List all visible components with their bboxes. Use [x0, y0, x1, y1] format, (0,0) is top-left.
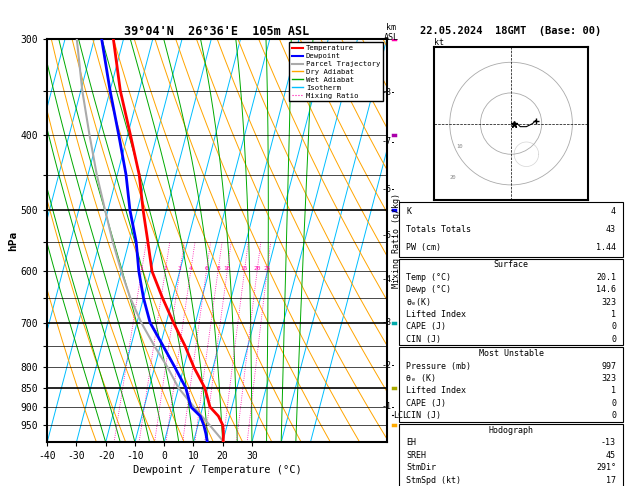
Legend: Temperature, Dewpoint, Parcel Trajectory, Dry Adiabat, Wet Adiabat, Isotherm, Mi: Temperature, Dewpoint, Parcel Trajectory…	[289, 42, 383, 102]
Text: CAPE (J): CAPE (J)	[406, 322, 446, 331]
Y-axis label: hPa: hPa	[8, 230, 18, 251]
Bar	[399, 259, 623, 346]
Text: StmSpd (kt): StmSpd (kt)	[406, 476, 461, 485]
Text: StmDir: StmDir	[406, 463, 436, 472]
Text: PW (cm): PW (cm)	[406, 243, 441, 252]
Text: 8: 8	[216, 266, 220, 271]
Text: Hodograph: Hodograph	[489, 426, 533, 435]
Text: 291°: 291°	[596, 463, 616, 472]
Text: 10: 10	[223, 266, 231, 271]
Text: K: K	[406, 207, 411, 216]
Text: 323: 323	[601, 374, 616, 383]
Text: EH: EH	[406, 438, 416, 448]
Text: 0: 0	[611, 399, 616, 408]
Text: Lifted Index: Lifted Index	[406, 310, 466, 319]
Text: km
ASL: km ASL	[384, 23, 398, 42]
Text: -5: -5	[381, 231, 391, 240]
Text: -6: -6	[381, 185, 391, 194]
Text: 3: 3	[178, 266, 182, 271]
Text: -2: -2	[381, 361, 391, 370]
Text: 4: 4	[189, 266, 192, 271]
Text: 20.1: 20.1	[596, 273, 616, 282]
Text: -4: -4	[381, 275, 391, 284]
Text: Mixing Ratio (g/kg): Mixing Ratio (g/kg)	[392, 193, 401, 288]
Text: 25: 25	[264, 266, 271, 271]
Text: 20: 20	[253, 266, 261, 271]
Text: CIN (J): CIN (J)	[406, 411, 441, 420]
Text: 1: 1	[140, 266, 143, 271]
Text: CIN (J): CIN (J)	[406, 335, 441, 344]
Text: 323: 323	[601, 297, 616, 307]
Text: 14.6: 14.6	[596, 285, 616, 294]
Text: -1: -1	[381, 402, 391, 412]
Text: Lifted Index: Lifted Index	[406, 386, 466, 396]
Text: -8: -8	[381, 88, 391, 97]
Text: θₑ(K): θₑ(K)	[406, 297, 431, 307]
Text: Dewp (°C): Dewp (°C)	[406, 285, 451, 294]
Text: 43: 43	[606, 225, 616, 234]
Text: θₑ (K): θₑ (K)	[406, 374, 436, 383]
Text: -13: -13	[601, 438, 616, 448]
Text: Totals Totals: Totals Totals	[406, 225, 471, 234]
Text: 2: 2	[164, 266, 167, 271]
Text: 22.05.2024  18GMT  (Base: 00): 22.05.2024 18GMT (Base: 00)	[420, 26, 602, 36]
Text: 1: 1	[611, 386, 616, 396]
Text: SREH: SREH	[406, 451, 426, 460]
Bar	[399, 202, 623, 257]
Text: -3: -3	[381, 318, 391, 327]
Text: 0: 0	[611, 335, 616, 344]
Text: 0: 0	[611, 411, 616, 420]
Text: 997: 997	[601, 362, 616, 371]
Text: Most Unstable: Most Unstable	[479, 349, 543, 358]
Text: 45: 45	[606, 451, 616, 460]
Text: 0: 0	[611, 322, 616, 331]
Text: 1.44: 1.44	[596, 243, 616, 252]
Text: LCL: LCL	[393, 411, 408, 420]
Bar	[399, 347, 623, 422]
Bar	[399, 424, 623, 486]
Text: Pressure (mb): Pressure (mb)	[406, 362, 471, 371]
Text: Surface: Surface	[494, 260, 528, 269]
Text: 4: 4	[611, 207, 616, 216]
Text: 6: 6	[204, 266, 208, 271]
Title: 39°04'N  26°36'E  105m ASL: 39°04'N 26°36'E 105m ASL	[125, 25, 309, 38]
X-axis label: Dewpoint / Temperature (°C): Dewpoint / Temperature (°C)	[133, 466, 301, 475]
Text: 17: 17	[606, 476, 616, 485]
Text: CAPE (J): CAPE (J)	[406, 399, 446, 408]
Text: Temp (°C): Temp (°C)	[406, 273, 451, 282]
Text: 1: 1	[611, 310, 616, 319]
Text: 15: 15	[241, 266, 248, 271]
Text: -7: -7	[381, 138, 391, 146]
